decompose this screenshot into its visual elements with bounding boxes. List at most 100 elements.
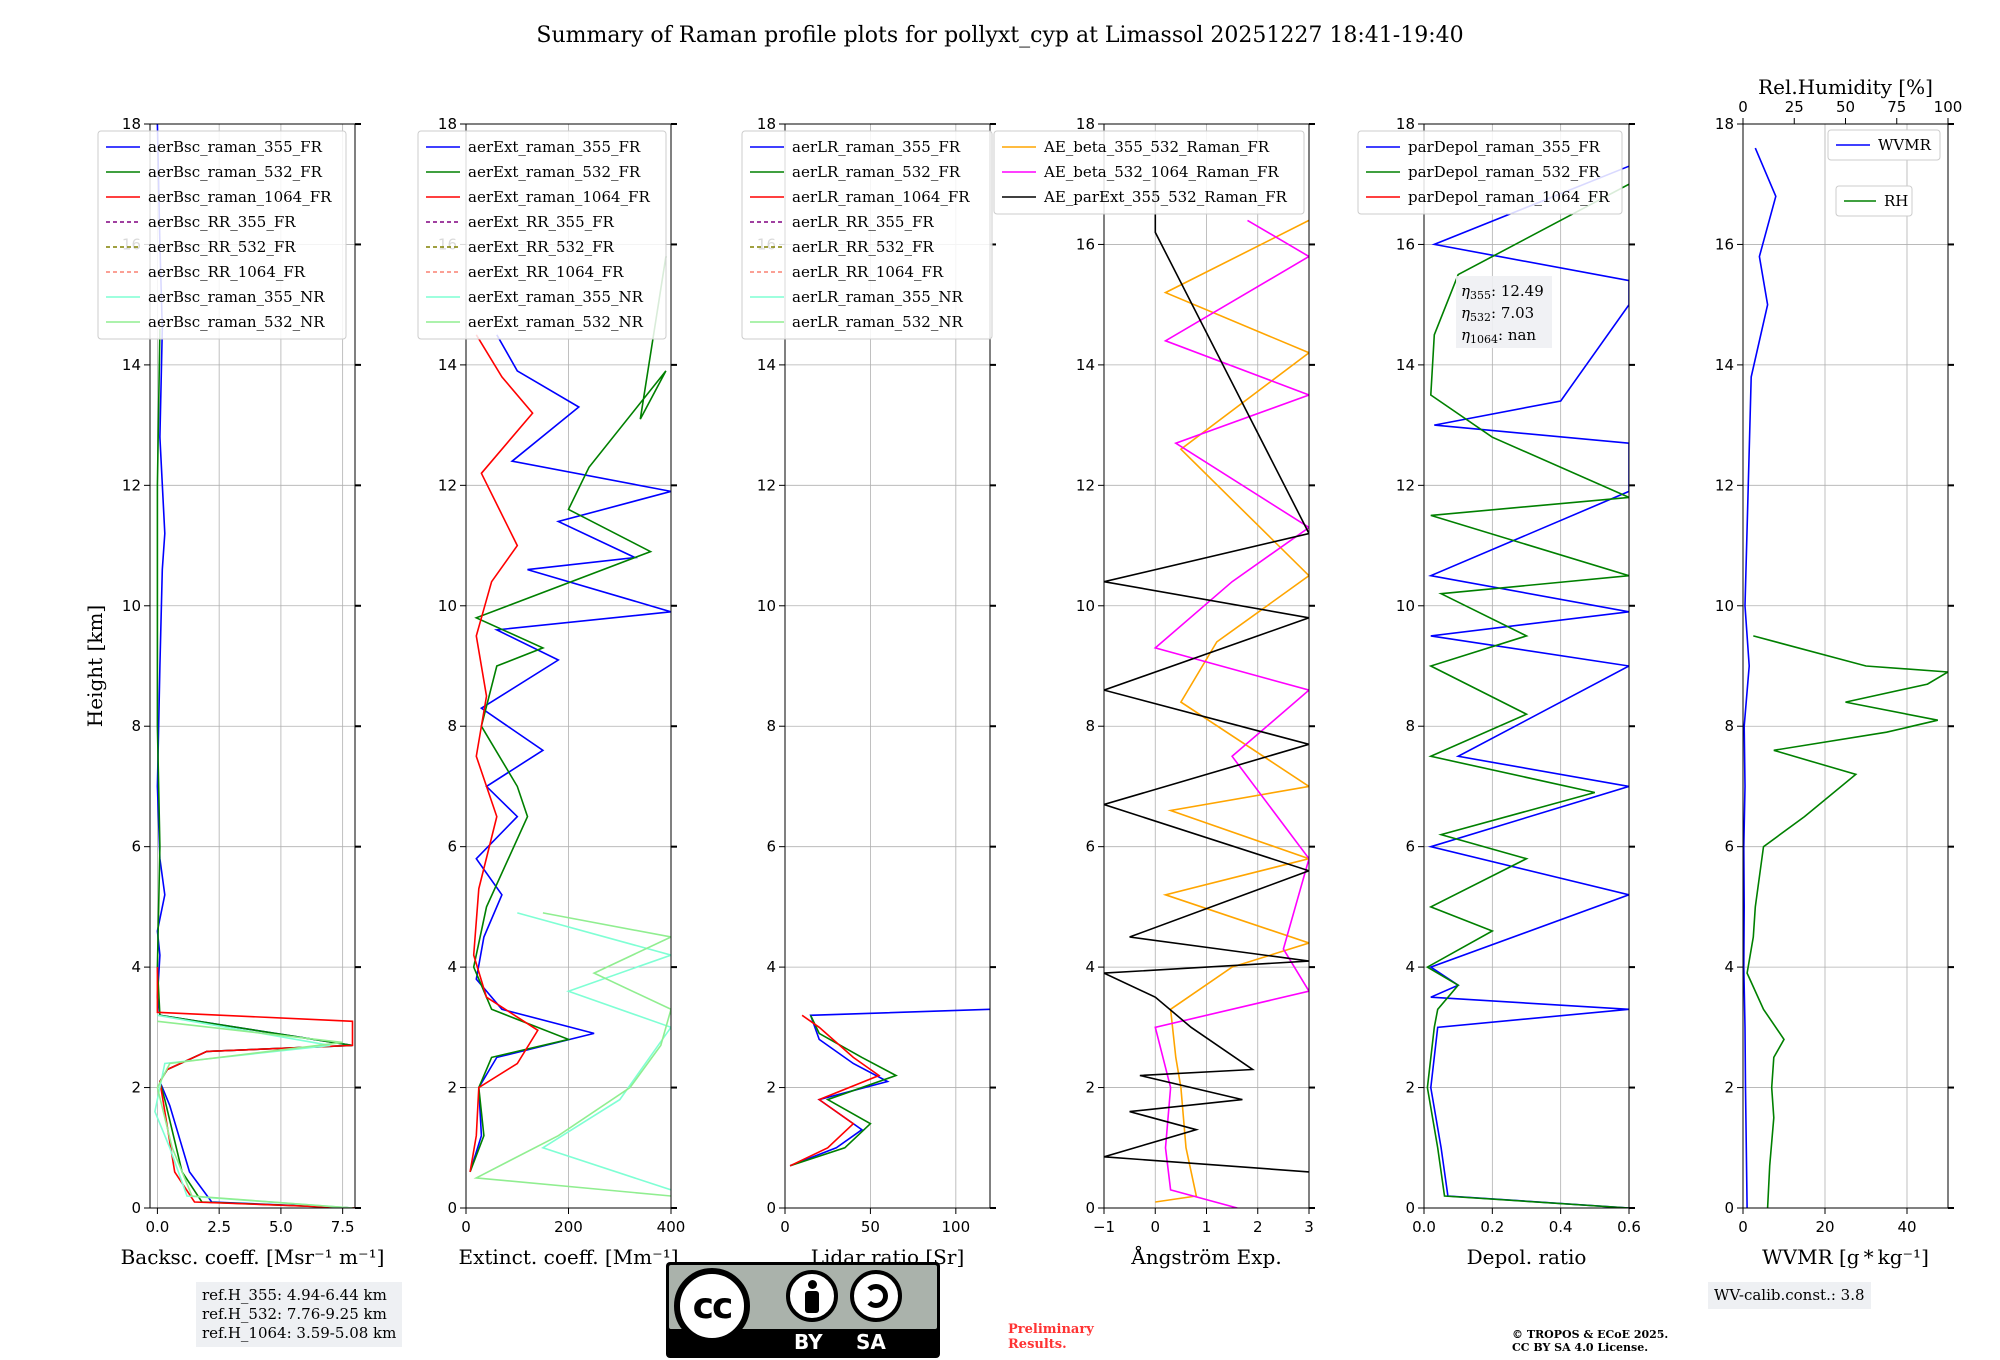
ytick-label: 6 [131,838,141,856]
legend: parDepol_raman_355_FR parDepol_raman_532_… [1357,130,1623,215]
legend-label: parDepol_raman_532_FR [1408,163,1601,181]
eta-value-532: 7.03 [1501,304,1534,322]
legend-label: RH [1884,192,1908,210]
xtick-label: 0.0 [145,1218,169,1236]
ytick-label: 6 [766,838,776,856]
series-group [1743,147,1948,1208]
ytick-label: 2 [447,1079,457,1097]
xtick-label: 20 [1815,1218,1834,1236]
top-xtick-label: 100 [1934,98,1963,116]
ytick-label: 2 [1405,1079,1415,1097]
ytick-label: 0 [447,1199,457,1217]
ytick-label: 6 [1085,838,1095,856]
cc-logo-icon: cc [674,1268,750,1344]
x-axis-label: WVMR [g * kg⁻¹] [1762,1245,1929,1269]
ytick-label: 8 [766,717,776,735]
xtick-label: 0 [780,1218,790,1236]
series-line-parDepol_raman_355_FR [1427,165,1629,1208]
ytick-label: 4 [1724,958,1734,976]
ytick-label: 12 [1715,476,1734,494]
ref-height-532: ref.H_532: 7.76-9.25 km [202,1305,387,1323]
legend-label: parDepol_raman_355_FR [1408,138,1601,156]
preliminary-line-1: Preliminary [1008,1322,1094,1337]
ytick-label: 2 [1724,1079,1734,1097]
xtick-label: −1 [1093,1218,1115,1236]
legend-label: aerExt_raman_355_FR [468,138,641,156]
ytick-label: 10 [1396,597,1415,615]
xtick-label: 5.0 [269,1218,293,1236]
ytick-label: 0 [766,1199,776,1217]
series-line-AE_beta_355_532_Raman_FR [1155,219,1309,1203]
ytick-label: 18 [122,115,141,133]
eta-value-1064: nan [1508,326,1537,344]
ytick-label: 18 [1396,115,1415,133]
xtick-label: 0.6 [1617,1218,1641,1236]
ytick-label: 18 [438,115,457,133]
ytick-label: 18 [757,115,776,133]
legend-label: aerBsc_RR_532_FR [148,238,296,256]
series-line-AE_beta_532_1064_Raman_FR [1153,219,1309,1208]
legend-label: aerLR_raman_532_FR [792,163,961,181]
series-group [154,124,355,1208]
series-line-aerExt_raman_355_FR [469,334,671,1173]
series-line-aerExt_raman_355_NR [517,912,671,1191]
legend-label: AE_beta_355_532_Raman_FR [1043,138,1270,156]
ytick-label: 2 [131,1079,141,1097]
legend-label: AE_beta_532_1064_Raman_FR [1043,163,1279,181]
xtick-label: 0 [1738,1218,1748,1236]
series-line-aerExt_raman_1064_FR [469,334,539,1173]
wv-calib-box: WV-calib.const.: 3.8 [1708,1282,1871,1309]
ytick-label: 0 [131,1199,141,1217]
ytick-label: 14 [1396,356,1415,374]
legend-label: aerExt_raman_532_NR [468,313,644,331]
license-by-label: BY [794,1330,823,1354]
plot-frame [784,123,991,1209]
ytick-label: 0 [1724,1199,1734,1217]
person-body [805,1291,819,1313]
xtick-label: 0 [1150,1218,1160,1236]
ytick-label: 6 [1724,838,1734,856]
legend: aerLR_raman_355_FR aerLR_raman_532_FR aerL… [741,130,993,340]
series-group [1104,172,1309,1208]
ytick-label: 10 [757,597,776,615]
top-xtick-label: 75 [1887,98,1906,116]
ref-height-355: ref.H_355: 4.94-6.44 km [202,1286,387,1304]
ytick-label: 12 [757,476,776,494]
top-axis-label: Rel.Humidity [%] [1758,75,1933,99]
legend-label: aerLR_raman_355_NR [792,288,963,306]
xtick-label: 100 [942,1218,971,1236]
xtick-label: 0.2 [1480,1218,1504,1236]
ytick-label: 12 [438,476,457,494]
ytick-label: 18 [1076,115,1095,133]
ytick-label: 4 [447,958,457,976]
series-group [789,1008,990,1167]
legend: AE_beta_355_532_Raman_FR AE_beta_532_1064… [993,130,1305,215]
wv-calib-text: WV-calib.const.: 3.8 [1714,1286,1865,1304]
xtick-label: 0.4 [1549,1218,1573,1236]
share-arrow [864,1284,888,1308]
series-line-aerLR_raman_532_FR [789,1014,898,1167]
eta-label-355: η355: 12.49 [1461,282,1544,302]
ytick-label: 16 [1715,235,1734,253]
legend-wvmr: WVMR [1827,129,1941,161]
xtick-label: 200 [554,1218,583,1236]
ytick-label: 8 [1085,717,1095,735]
ytick-label: 2 [1085,1079,1095,1097]
panel-depol: 0 2 4 6 8 10 12 14 16 18 0.0 0.2 0.4 0.6 Depol. ratio p… [1357,115,1641,1269]
person-head [808,1280,817,1289]
legend-label: aerBsc_raman_532_FR [148,163,323,181]
ytick-label: 16 [1396,235,1415,253]
legend-label: aerLR_raman_355_FR [792,138,961,156]
ytick-label: 8 [1405,717,1415,735]
preliminary-note: Preliminary Results. [1008,1322,1094,1352]
ytick-label: 0 [1085,1199,1095,1217]
legend-label: parDepol_raman_1064_FR [1408,188,1610,206]
legend-label: aerBsc_raman_1064_FR [148,188,332,206]
legend-label: aerLR_RR_532_FR [792,238,934,256]
legend-label: aerBsc_raman_355_NR [148,288,325,306]
ytick-label: 12 [1396,476,1415,494]
legend-label: aerExt_RR_1064_FR [468,263,624,281]
x-axis-label: Ångström Exp. [1130,1244,1281,1269]
